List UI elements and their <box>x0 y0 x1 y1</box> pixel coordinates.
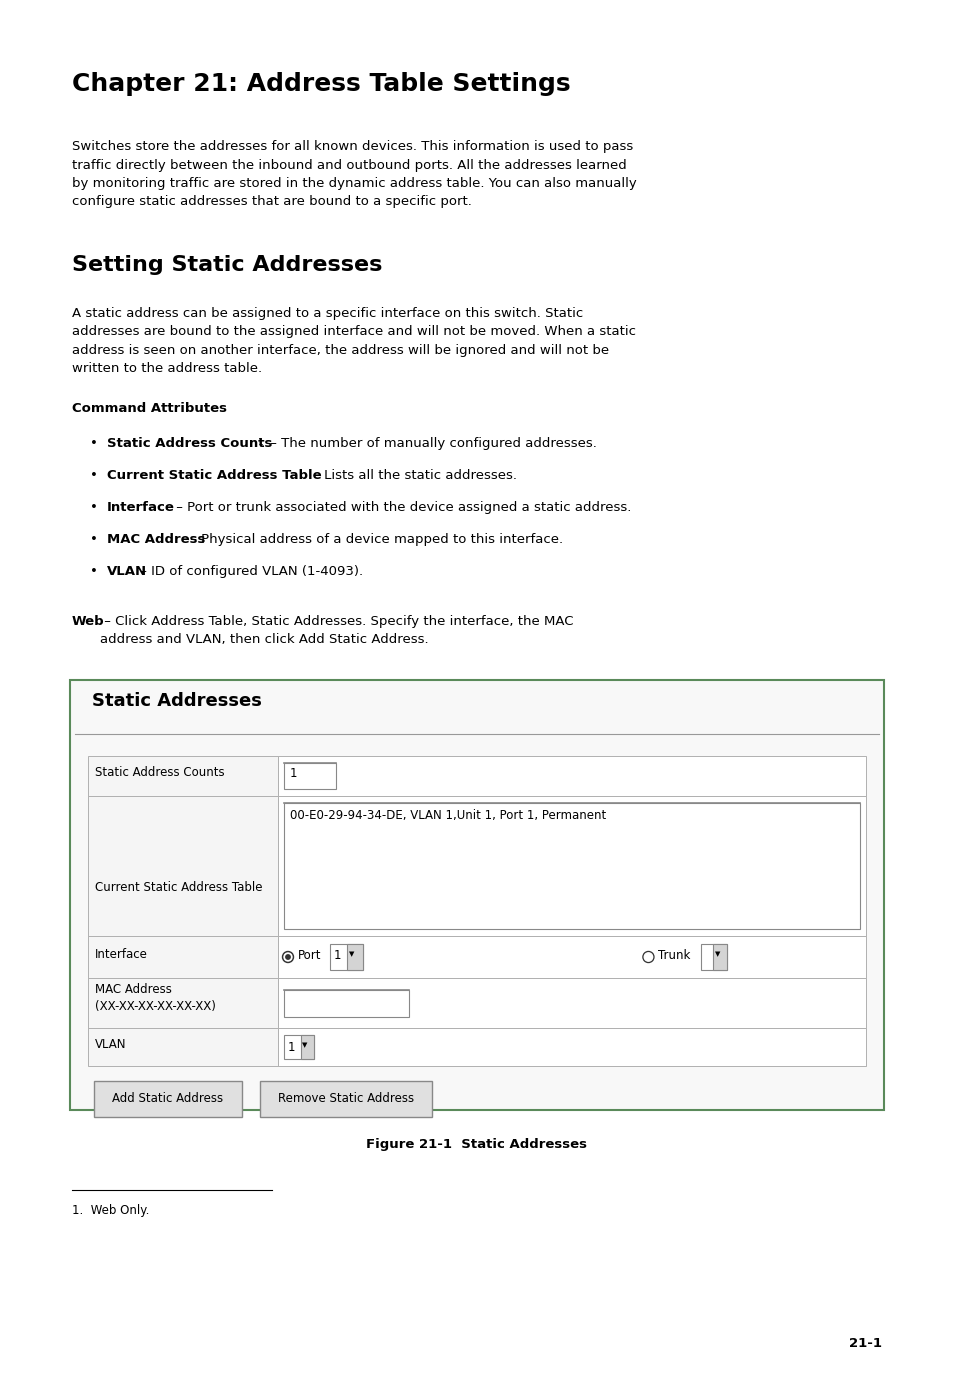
Text: ▼: ▼ <box>302 1042 307 1048</box>
Bar <box>277 936 865 979</box>
Bar <box>330 944 363 970</box>
Circle shape <box>643 952 652 962</box>
Text: – Click Address Table, Static Addresses. Specify the interface, the MAC
address : – Click Address Table, Static Addresses.… <box>100 615 573 647</box>
Text: •: • <box>90 565 98 577</box>
Circle shape <box>282 952 294 962</box>
Bar <box>284 990 409 1017</box>
Text: Web: Web <box>71 615 105 627</box>
Bar <box>700 944 727 970</box>
Circle shape <box>286 955 290 959</box>
Text: Current Static Address Table: Current Static Address Table <box>95 881 262 894</box>
Text: Interface: Interface <box>107 501 174 514</box>
Text: – The number of manually configured addresses.: – The number of manually configured addr… <box>266 437 596 450</box>
Bar <box>260 1081 432 1117</box>
Text: 1: 1 <box>334 949 341 962</box>
Bar <box>347 944 363 970</box>
Text: Remove Static Address: Remove Static Address <box>277 1092 414 1105</box>
Text: Chapter 21: Address Table Settings: Chapter 21: Address Table Settings <box>71 72 570 96</box>
Text: •: • <box>90 533 98 545</box>
Circle shape <box>284 954 292 960</box>
Bar <box>277 1029 865 1066</box>
Text: ▼: ▼ <box>715 951 720 956</box>
Text: •: • <box>90 501 98 514</box>
Bar <box>277 795 865 936</box>
Text: ▼: ▼ <box>349 951 354 956</box>
Text: Static Address Counts: Static Address Counts <box>95 766 224 779</box>
Bar <box>284 763 335 788</box>
Text: 1: 1 <box>288 1041 295 1053</box>
Bar <box>713 944 727 970</box>
Text: – Port or trunk associated with the device assigned a static address.: – Port or trunk associated with the devi… <box>172 501 631 514</box>
Text: Command Attributes: Command Attributes <box>71 403 227 415</box>
Text: •: • <box>90 437 98 450</box>
Text: VLAN: VLAN <box>95 1038 127 1051</box>
Text: Trunk: Trunk <box>658 949 690 962</box>
Bar <box>88 756 277 795</box>
Text: MAC Address
(XX-XX-XX-XX-XX-XX): MAC Address (XX-XX-XX-XX-XX-XX) <box>95 983 215 1013</box>
Text: •: • <box>90 469 98 482</box>
Text: 1: 1 <box>258 439 264 447</box>
Text: 1.  Web Only.: 1. Web Only. <box>71 1203 150 1217</box>
Text: Current Static Address Table: Current Static Address Table <box>107 469 321 482</box>
Text: Add Static Address: Add Static Address <box>112 1092 223 1105</box>
Text: 00-E0-29-94-34-DE, VLAN 1,Unit 1, Port 1, Permanent: 00-E0-29-94-34-DE, VLAN 1,Unit 1, Port 1… <box>290 809 605 822</box>
Bar <box>88 936 277 979</box>
Bar <box>284 1035 314 1059</box>
Text: A static address can be assigned to a specific interface on this switch. Static
: A static address can be assigned to a sp… <box>71 307 636 376</box>
Bar <box>70 680 883 1110</box>
Text: 21-1: 21-1 <box>848 1337 882 1351</box>
Bar <box>88 795 277 936</box>
Text: MAC Address: MAC Address <box>107 533 205 545</box>
Bar <box>277 756 865 795</box>
Bar <box>94 1081 242 1117</box>
Text: Figure 21-1  Static Addresses: Figure 21-1 Static Addresses <box>366 1138 587 1151</box>
Text: VLAN: VLAN <box>107 565 147 577</box>
Circle shape <box>642 952 653 962</box>
Text: Interface: Interface <box>95 948 148 960</box>
Text: – Lists all the static addresses.: – Lists all the static addresses. <box>308 469 517 482</box>
Text: Static Address Counts: Static Address Counts <box>107 437 273 450</box>
Text: – ID of configured VLAN (1-4093).: – ID of configured VLAN (1-4093). <box>135 565 362 577</box>
Bar <box>88 979 277 1029</box>
Bar <box>277 979 865 1029</box>
Text: Setting Static Addresses: Setting Static Addresses <box>71 255 382 275</box>
Bar <box>284 804 859 929</box>
Text: Port: Port <box>297 949 321 962</box>
Text: Static Addresses: Static Addresses <box>91 693 262 711</box>
Bar <box>301 1035 314 1059</box>
Bar <box>88 1029 277 1066</box>
Text: 1: 1 <box>290 768 297 780</box>
Text: Switches store the addresses for all known devices. This information is used to : Switches store the addresses for all kno… <box>71 140 636 208</box>
Text: – Physical address of a device mapped to this interface.: – Physical address of a device mapped to… <box>186 533 562 545</box>
